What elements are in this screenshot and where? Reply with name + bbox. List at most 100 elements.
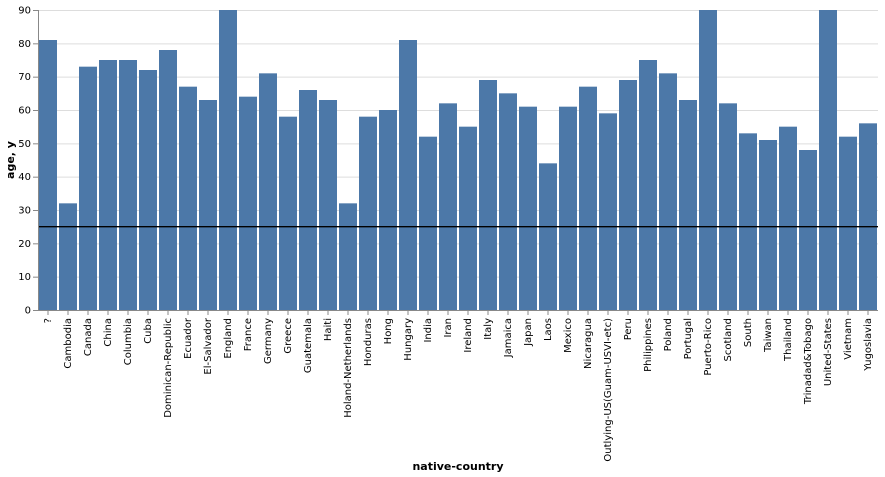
x-tick-label: Ireland [463, 318, 474, 353]
x-tick-label: Peru [623, 318, 634, 340]
bar-38 [799, 150, 817, 310]
bar-23 [499, 93, 517, 310]
x-tick-label: Honduras [363, 318, 374, 366]
bar-24 [519, 106, 537, 311]
x-tick-label: Italy [483, 318, 494, 340]
bar-3 [99, 60, 117, 310]
x-tick-label: India [423, 318, 434, 343]
x-axis-title: native-country [412, 460, 503, 473]
x-tick-label: Philippines [643, 318, 654, 372]
bar-11 [259, 73, 277, 310]
x-tick-label: Cambodia [63, 318, 74, 369]
grid-lines [38, 10, 878, 311]
x-tick-label: Laos [543, 318, 554, 341]
bar-14 [319, 100, 337, 310]
bar-9 [219, 10, 237, 310]
y-tick-label: 60 [18, 106, 31, 117]
bar-30 [639, 60, 657, 310]
x-tick-label: Poland [663, 318, 674, 351]
bar-40 [839, 136, 857, 310]
bar-19 [419, 136, 437, 310]
x-tick-label: Dominican-Republic [163, 318, 174, 418]
bars [39, 10, 877, 311]
bar-32 [679, 100, 697, 310]
bar-17 [379, 110, 397, 310]
x-tick-label: Taiwan [763, 318, 774, 353]
x-tick-label: Portugal [683, 318, 694, 359]
bar-20 [439, 103, 457, 310]
x-tick-label: South [743, 318, 754, 347]
y-tick-label: 0 [25, 306, 31, 317]
x-tick-label: Yugoslavia [863, 318, 874, 372]
bar-41 [859, 123, 877, 310]
y-tick-label: 90 [18, 6, 31, 17]
y-tick-label: 10 [18, 272, 31, 283]
y-axis-title: age, y [4, 141, 17, 179]
y-tick-label: 40 [18, 172, 31, 183]
bar-10 [239, 96, 257, 311]
axes: 0 10 20 30 40 50 60 70 80 90? Cambodia Canada China C… [18, 6, 878, 462]
bar-21 [459, 126, 477, 311]
bar-18 [399, 40, 417, 310]
y-tick-label: 80 [18, 39, 31, 50]
bar-28 [599, 113, 617, 310]
x-tick-label: Guatemala [303, 318, 314, 373]
bar-6 [159, 50, 177, 310]
bar-22 [479, 80, 497, 310]
bar-7 [179, 86, 197, 311]
y-tick-label: 70 [18, 72, 31, 83]
y-tick-label: 30 [18, 206, 31, 217]
x-tick-label: Puerto-Rico [703, 318, 714, 376]
x-tick-label: Hong [383, 318, 394, 344]
x-tick-label: Nicaragua [583, 318, 594, 369]
bar-13 [299, 90, 317, 310]
x-tick-label: Canada [83, 318, 94, 356]
bar-15 [339, 203, 357, 310]
x-tick-label: Thailand [783, 318, 794, 362]
x-tick-label: ? [43, 318, 54, 323]
x-tick-label: Vietnam [843, 318, 854, 360]
bar-26 [559, 106, 577, 311]
x-tick-label: Cuba [143, 318, 154, 344]
x-tick-label: Columbia [123, 318, 134, 365]
bar-5 [139, 70, 157, 310]
x-tick-label: Outlying-US(Guam-USVI-etc) [603, 318, 614, 462]
bar-33 [699, 10, 717, 310]
bar-2 [79, 66, 97, 311]
x-tick-label: Mexico [563, 318, 574, 353]
bar-16 [359, 116, 377, 311]
bar-37 [779, 126, 797, 311]
x-tick-label: Haiti [323, 318, 334, 341]
x-tick-label: England [223, 318, 234, 359]
bar-25 [539, 163, 557, 310]
x-tick-label: Jamaica [503, 318, 514, 358]
x-tick-label: France [243, 318, 254, 351]
bar-36 [759, 140, 777, 310]
bar-34 [719, 103, 737, 310]
x-tick-label: Greece [283, 318, 294, 354]
y-tick-label: 50 [18, 139, 31, 150]
x-tick-label: Scotland [723, 318, 734, 361]
x-tick-label: Hungary [403, 318, 414, 361]
bar-29 [619, 80, 637, 310]
bar-12 [279, 116, 297, 311]
bar-27 [579, 86, 597, 311]
x-tick-label: Holand-Netherlands [343, 318, 354, 418]
x-tick-label: Japan [523, 318, 534, 347]
bar-39 [819, 10, 837, 310]
bar-35 [739, 133, 757, 310]
bar-31 [659, 73, 677, 310]
y-tick-label: 20 [18, 239, 31, 250]
x-tick-label: Iran [443, 318, 454, 338]
x-tick-label: Germany [263, 318, 274, 364]
x-tick-label: El-Salvador [203, 317, 214, 374]
x-tick-label: Ecuador [183, 317, 194, 359]
x-tick-label: Trinadad&Tobago [803, 318, 814, 405]
bar-0 [39, 40, 57, 310]
bar-1 [59, 203, 77, 310]
x-tick-label: China [103, 318, 114, 347]
x-tick-label: United-States [823, 318, 834, 386]
bar-8 [199, 100, 217, 310]
bar-4 [119, 60, 137, 310]
